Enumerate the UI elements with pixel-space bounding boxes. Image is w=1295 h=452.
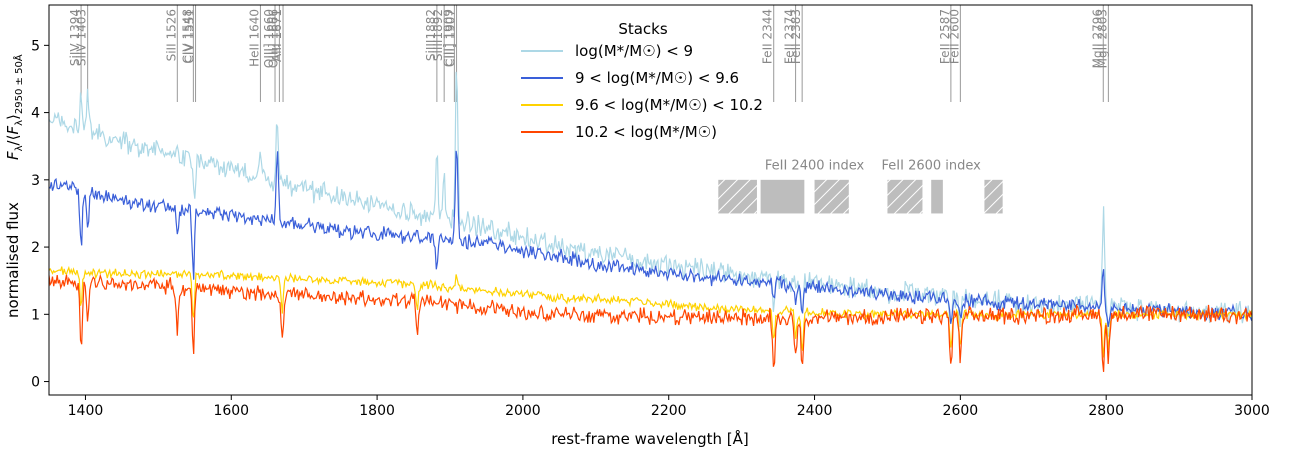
- line-id-label: SiII 1526: [164, 9, 178, 61]
- line-id-label: CIII] 1907: [444, 9, 458, 67]
- line-id-label: MgII 2796: [1090, 9, 1104, 68]
- index-band-1-2: [984, 179, 1003, 214]
- legend-entry-2: 9.6 < log(M*/M☉) < 10.2: [575, 96, 763, 114]
- x-tick-label: 2800: [1088, 403, 1124, 419]
- x-tick-label: 3000: [1234, 403, 1270, 419]
- line-id-label: OIII] 1666: [266, 9, 280, 68]
- line-id-label: FeII 2600: [947, 9, 961, 64]
- y-axis-label-main: normalised flux: [4, 202, 22, 318]
- line-id-label: MgII 2803: [1095, 9, 1109, 68]
- line-id-label: HeII 1640: [247, 9, 261, 67]
- index-region-label: FeII 2600 index: [882, 159, 982, 174]
- y-tick-label: 4: [31, 106, 40, 122]
- line-id-label: SiIII1892: [431, 9, 445, 61]
- svg-text:Fλ/⟨Fλ⟩2950 ± 50Å: Fλ/⟨Fλ⟩2950 ± 50Å: [4, 54, 25, 160]
- index-band-1-1: [931, 179, 943, 214]
- line-id-label: SiIV 1403: [75, 9, 89, 66]
- index-band-0-0: [718, 179, 757, 214]
- x-tick-label: 2400: [797, 403, 833, 419]
- legend: Stacks log(M*/M☉) < 9 9 < log(M*/M☉) < 9.…: [521, 20, 763, 141]
- index-region-label: FeII 2400 index: [765, 159, 865, 174]
- x-tick-label: 1800: [359, 403, 395, 419]
- x-tick-label: 1400: [68, 403, 104, 419]
- y-tick-label: 2: [31, 240, 40, 256]
- x-tick-label: 2000: [505, 403, 541, 419]
- line-id-label: CIV 1548: [180, 9, 194, 63]
- legend-entry-1: 9 < log(M*/M☉) < 9.6: [575, 69, 739, 87]
- line-id-label: FeII 2374: [783, 9, 797, 64]
- spectrum-series: [49, 71, 1252, 372]
- y-tick-label: 0: [31, 375, 40, 391]
- y-tick-label: 3: [31, 173, 40, 189]
- legend-entry-0: log(M*/M☉) < 9: [575, 42, 693, 60]
- x-tick-label: 2200: [651, 403, 687, 419]
- axes: 1400 1600 1800 2000 2200 2400 2600 2800 3000 0 1 2 3…: [31, 38, 1270, 419]
- spectrum-line-1: [49, 150, 1252, 327]
- line-id-label: SiIV 1394: [68, 9, 82, 66]
- line-id-label: FeII 2344: [761, 9, 775, 64]
- plot-frame: [48, 4, 1253, 396]
- line-id-label: OIII] 1660: [262, 9, 276, 68]
- x-axis-label: rest-frame wavelength [Å]: [551, 429, 749, 448]
- y-axis-label-sub: Fλ/⟨Fλ⟩2950 ± 50Å: [4, 54, 25, 160]
- x-tick-label: 1600: [213, 403, 249, 419]
- feii-index-regions: FeII 2400 index FeII 2600 index: [718, 159, 1003, 214]
- y-tick-label: 5: [31, 38, 40, 54]
- spectrum-line-3: [49, 273, 1252, 372]
- y-tick-label: 1: [31, 307, 40, 323]
- line-id-label: AlII 1671: [270, 9, 284, 62]
- index-band-1-0: [887, 179, 923, 214]
- legend-title: Stacks: [618, 20, 668, 38]
- line-id-label: CIII] 1909: [441, 9, 455, 67]
- line-id-label: FeII 2587: [938, 9, 952, 64]
- line-id-label: SiIII1882: [424, 9, 438, 61]
- legend-entry-3: 10.2 < log(M*/M☉): [575, 123, 717, 141]
- x-tick-label: 2600: [943, 403, 979, 419]
- index-band-0-2: [814, 179, 849, 214]
- index-band-0-1: [760, 179, 805, 214]
- line-id-label: FeII 2383: [789, 9, 803, 64]
- line-id-label: CIV 1551: [183, 9, 197, 63]
